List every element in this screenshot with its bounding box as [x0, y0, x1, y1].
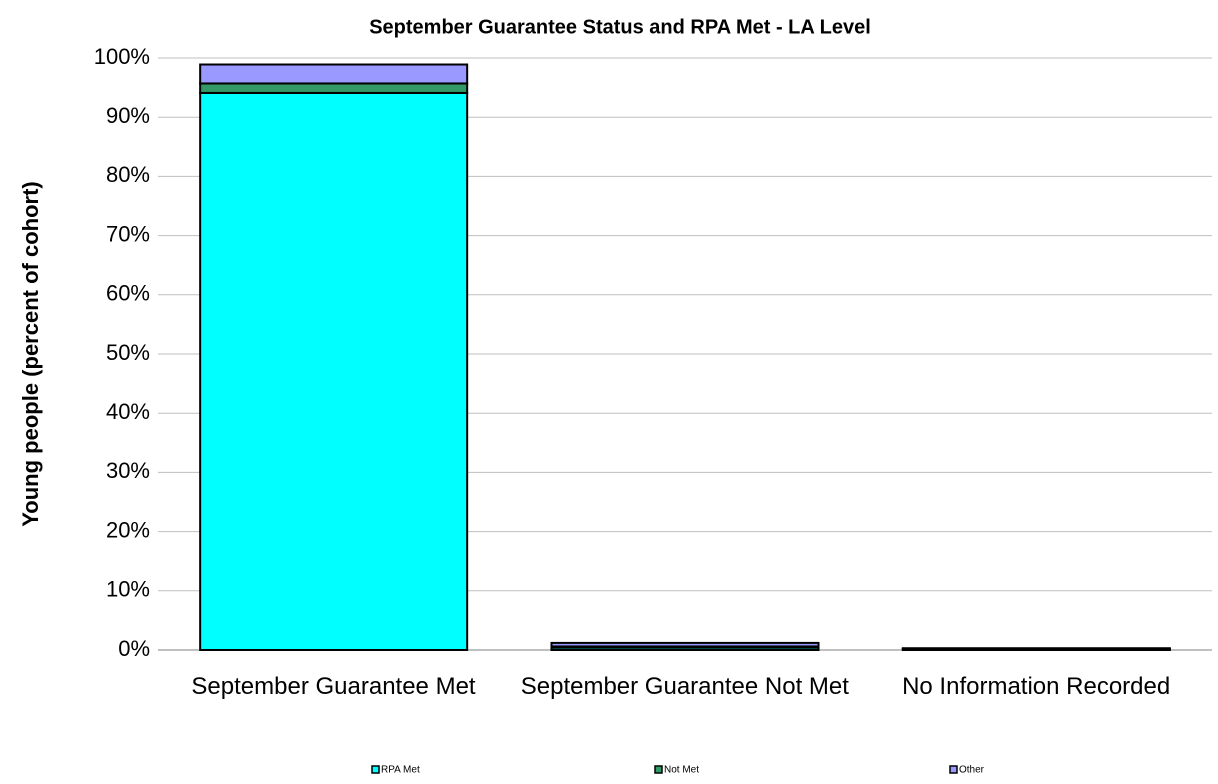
y-tick-label: 80% — [106, 162, 150, 187]
y-tick-label: 100% — [94, 44, 150, 69]
x-tick-label: September Guarantee Met — [191, 673, 476, 700]
bar-segment — [199, 63, 469, 85]
bar-segment — [901, 647, 1171, 650]
x-tick-label: September Guarantee Not Met — [520, 673, 849, 700]
y-tick-label: 20% — [106, 517, 150, 542]
legend-swatch — [654, 765, 663, 774]
y-tick-label: 90% — [106, 103, 150, 128]
x-tick-label: No Information Recorded — [902, 673, 1171, 700]
legend-label: Not Met — [664, 765, 699, 776]
legend-label: RPA Met — [381, 765, 420, 776]
y-tick-label: 70% — [106, 221, 150, 246]
legend-swatch — [949, 765, 958, 774]
chart-title: September Guarantee Status and RPA Met -… — [369, 16, 871, 38]
y-tick-label: 30% — [106, 458, 150, 483]
y-tick-label: 60% — [106, 281, 150, 306]
legend-label: Other — [959, 765, 985, 776]
bar-segment — [199, 82, 469, 94]
bar-segment — [550, 641, 820, 648]
y-tick-label: 10% — [106, 577, 150, 602]
y-tick-label: 50% — [106, 340, 150, 365]
legend-swatch — [371, 765, 380, 774]
y-tick-label: 0% — [118, 636, 150, 661]
bar-segment — [199, 91, 469, 652]
y-tick-label: 40% — [106, 399, 150, 424]
y-axis-title: Young people (percent of cohort) — [18, 181, 43, 526]
